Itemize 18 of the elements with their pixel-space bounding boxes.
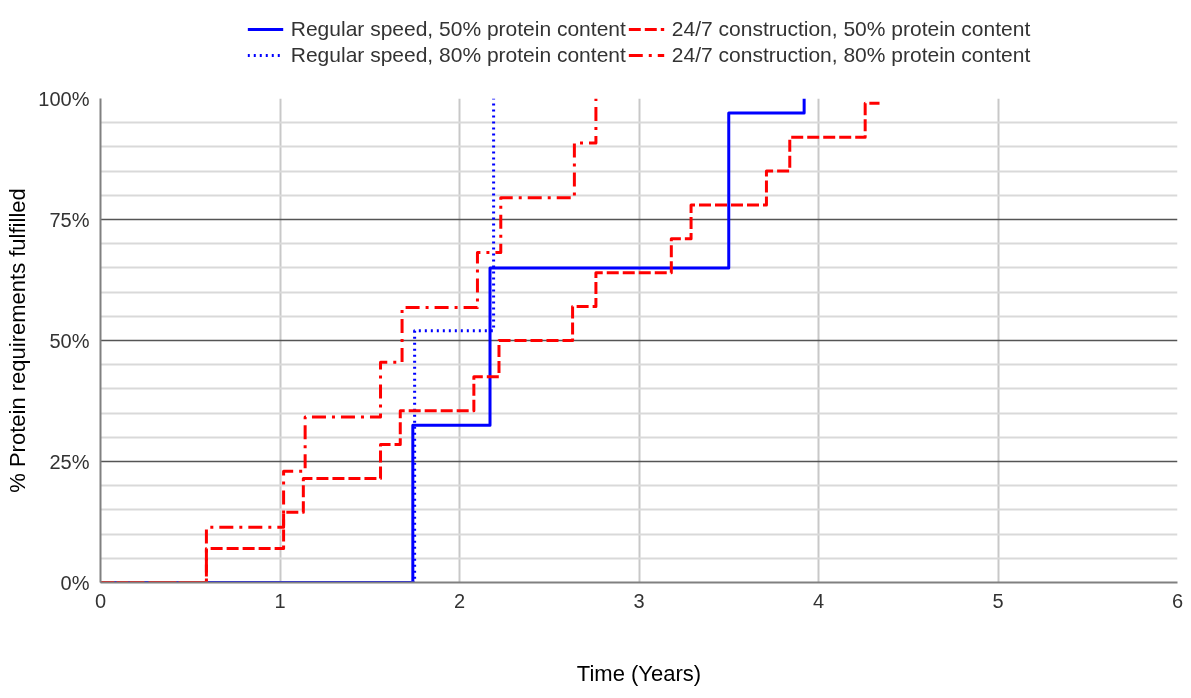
- x-tick-label: 0: [94, 589, 107, 612]
- x-tick-label: 1: [274, 589, 286, 612]
- legend-label: Regular speed, 80% protein content: [290, 43, 626, 67]
- x-tick-label: 5: [992, 589, 1004, 612]
- legend-label: 24/7 construction, 80% protein content: [671, 43, 1031, 67]
- x-tick-label: 6: [1171, 589, 1184, 612]
- x-tick-label: 4: [812, 589, 825, 612]
- y-tick-label: 100%: [38, 87, 90, 110]
- y-tick-label: 75%: [49, 208, 90, 231]
- x-tick-label: 2: [453, 589, 466, 612]
- legend-label: Regular speed, 50% protein content: [290, 17, 626, 41]
- legend-label: 24/7 construction, 50% protein content: [671, 17, 1031, 41]
- y-tick-label: 25%: [49, 450, 90, 473]
- x-axis-title: Time (Years): [576, 660, 702, 686]
- x-tick-label: 3: [633, 589, 645, 612]
- y-axis-title: % Protein requirements fulfilled: [5, 188, 31, 493]
- y-tick-label: 50%: [49, 329, 90, 352]
- y-tick-label: 0%: [60, 571, 90, 594]
